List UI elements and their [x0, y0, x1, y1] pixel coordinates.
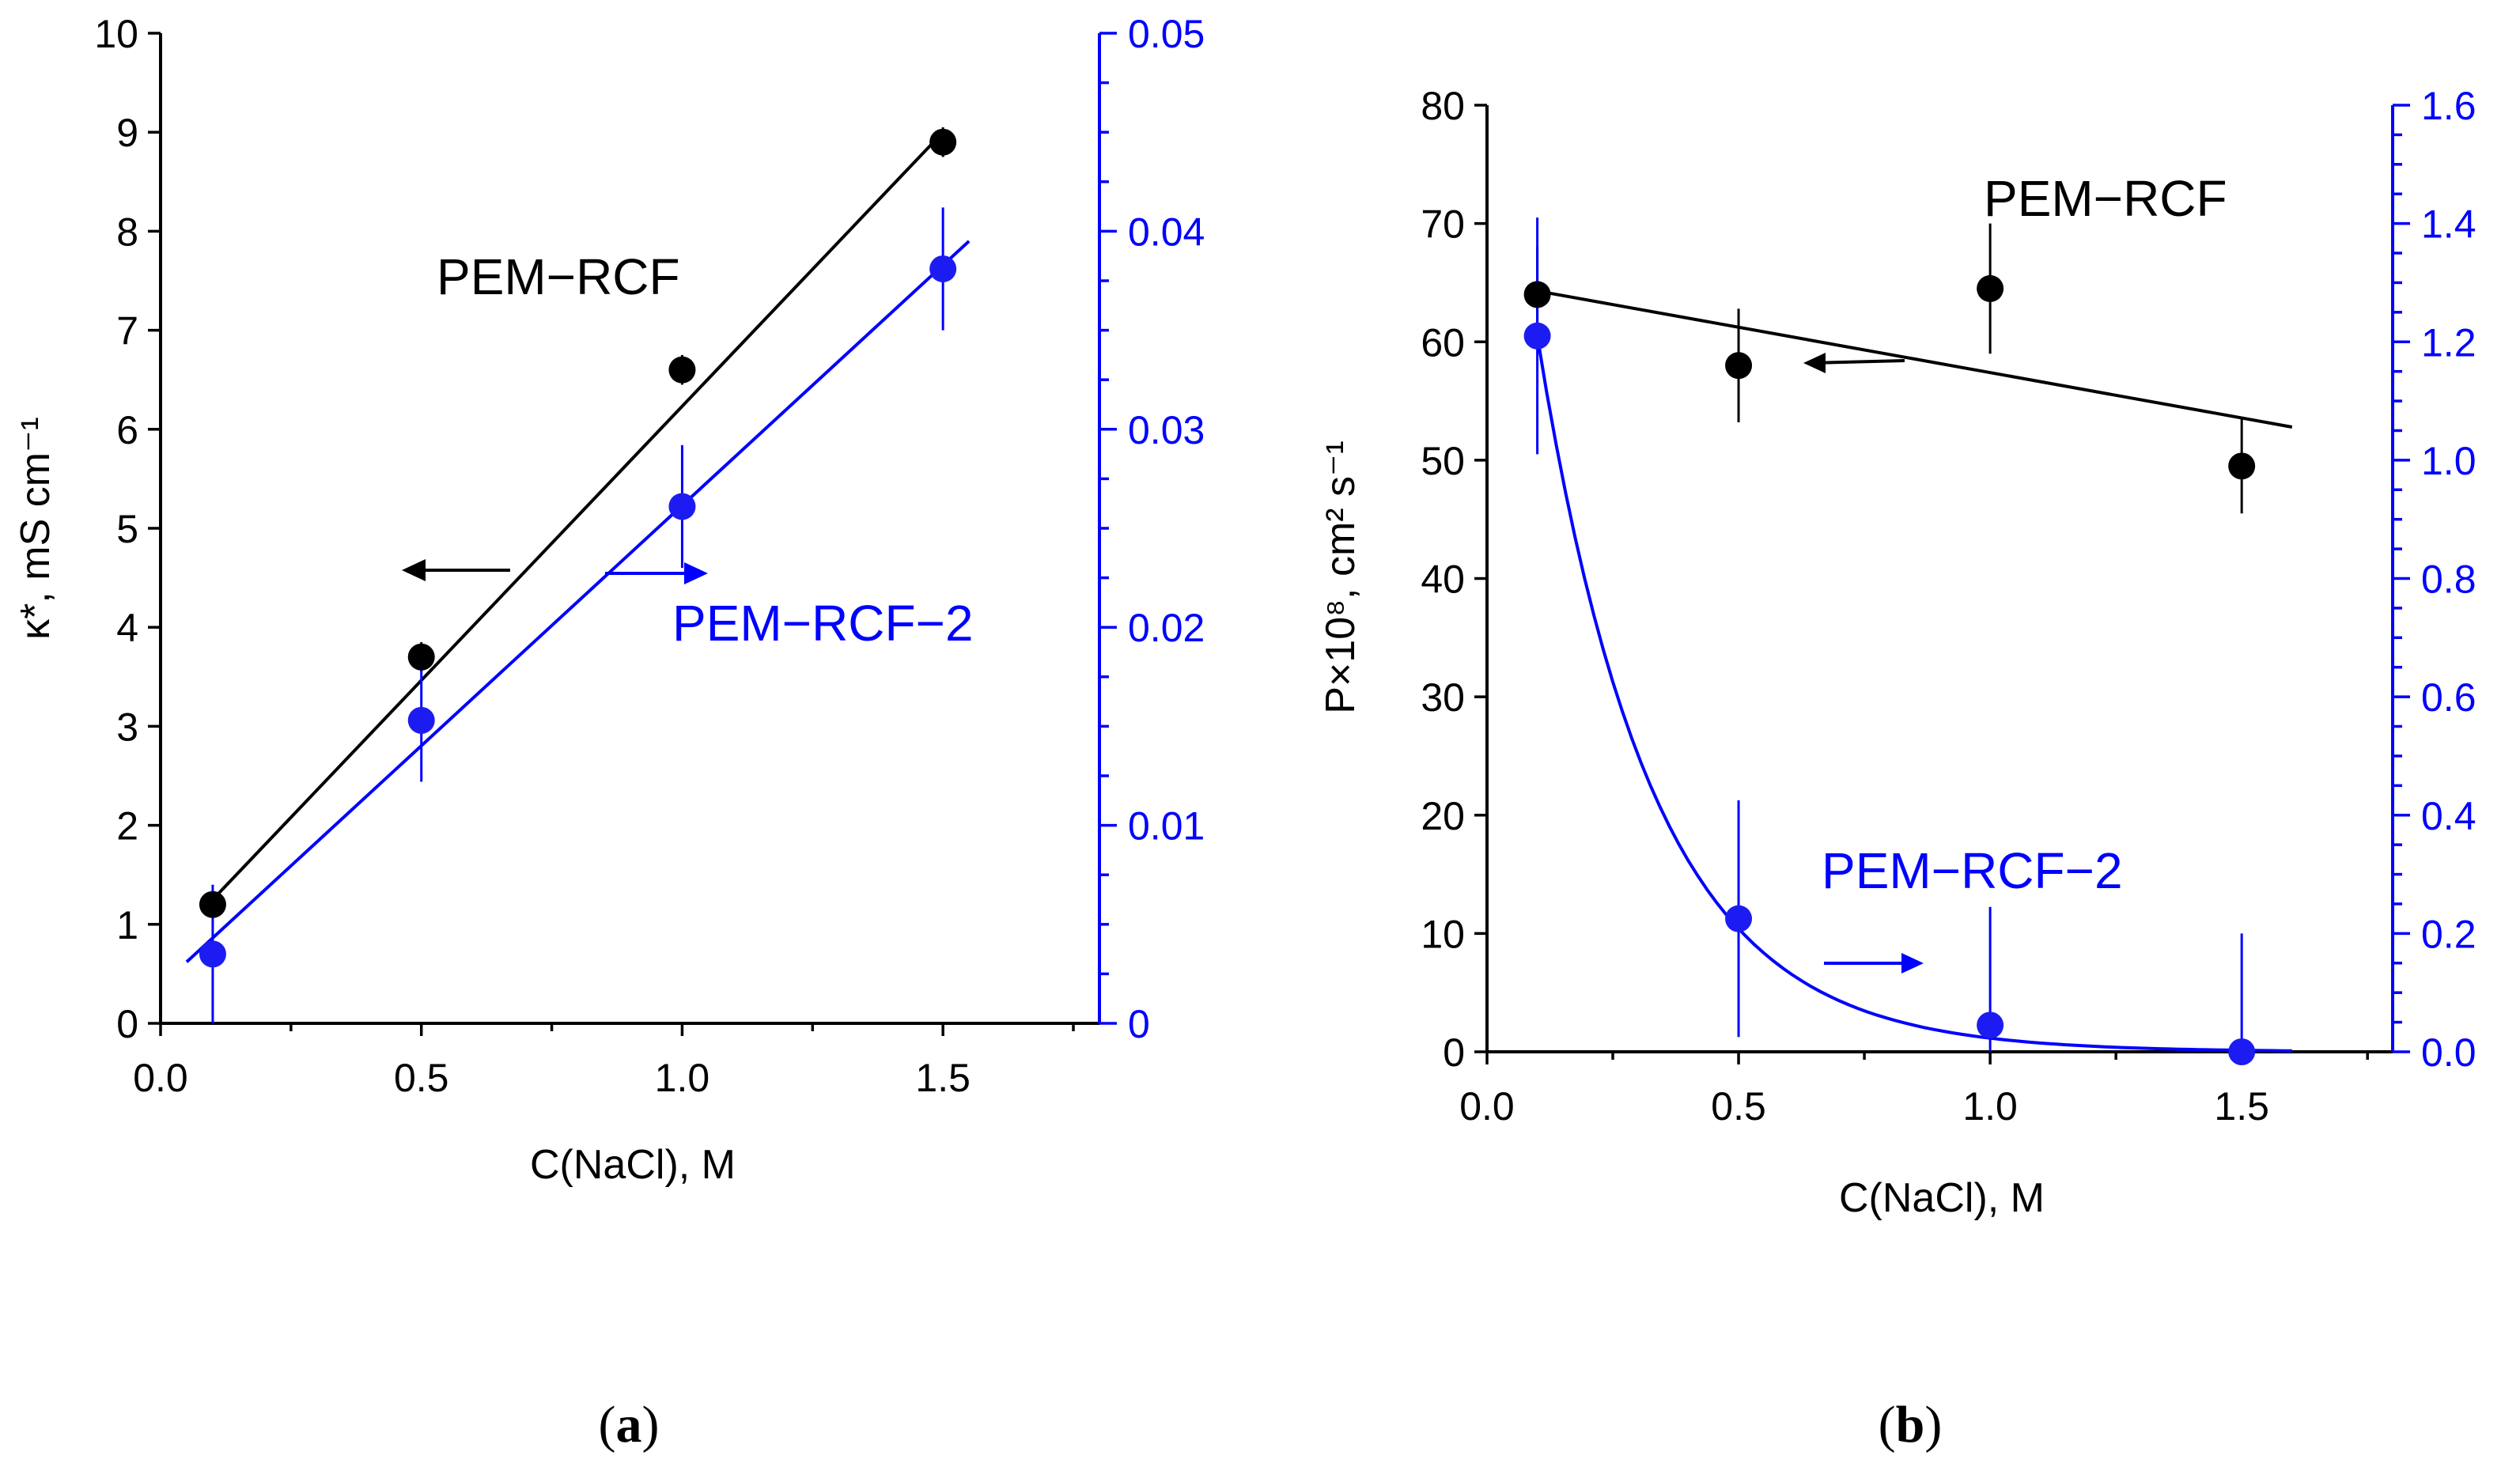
y-left-tick-label: 70	[1421, 202, 1465, 247]
panel-b-fit-lines	[1535, 289, 2293, 1053]
data-point	[929, 128, 957, 156]
panel-a-fit-lines	[185, 130, 971, 963]
y-left-tick-label: 3	[116, 705, 138, 749]
data-point	[2228, 1038, 2256, 1065]
y-left-tick-label: 0	[1443, 1030, 1465, 1075]
panel-a-xlabel: C(NaCl), M	[530, 1142, 736, 1188]
y-left-tick-label: 5	[116, 507, 138, 551]
data-point	[668, 493, 696, 520]
y-right-tick-label: 1.6	[2421, 84, 2476, 128]
y-left-tick-label: 4	[116, 606, 138, 650]
x-tick-label: 1.0	[655, 1056, 710, 1100]
y-left-tick-label: 40	[1421, 558, 1465, 602]
panel-b-ylabel: P×10⁸, cm² s⁻¹	[1318, 440, 1364, 714]
y-left-tick-label: 60	[1421, 320, 1465, 365]
panel-b-xlabel: C(NaCl), M	[1839, 1175, 2045, 1221]
panel-a-arrow-right	[605, 562, 708, 584]
y-right-tick-label: 0.2	[2421, 912, 2476, 956]
data-point	[2228, 452, 2256, 480]
y-right-tick-label: 1.0	[2421, 439, 2476, 483]
y-left-tick-label: 7	[116, 309, 138, 354]
x-tick-label: 1.5	[2214, 1084, 2269, 1129]
panel-b-error-bars	[1536, 217, 2243, 1052]
panel-b-arrow-left	[1803, 353, 1905, 373]
x-tick-label: 0.0	[133, 1056, 188, 1100]
y-left-tick-label: 10	[94, 12, 138, 56]
fit-line-1	[185, 240, 971, 963]
data-point	[199, 890, 226, 918]
y-left-tick-label: 8	[116, 210, 138, 254]
y-right-tick-label: 1.2	[2421, 320, 2476, 365]
panel-b-label-pem-rcf-2: PEM−RCF−2	[1822, 842, 2123, 899]
fit-curve-1	[1535, 335, 2292, 1053]
fit-line-0	[211, 130, 944, 901]
data-point	[1725, 905, 1753, 932]
y-left-tick-label: 2	[116, 804, 138, 849]
panel-b-arrow-right	[1824, 953, 1924, 974]
x-tick-label: 1.5	[915, 1056, 971, 1100]
panel-a-caption: (a)	[599, 1396, 660, 1454]
y-left-tick-label: 20	[1421, 794, 1465, 838]
data-point	[199, 940, 226, 968]
data-point	[1977, 274, 2004, 302]
y-right-tick-label: 0.05	[1128, 12, 1205, 56]
panel-a-ticks: 0.0 0.5 1.0 1.5 0 1 2 3 4 5 6 7 8 9 10 0 0.01 0.02 0.03 0.0…	[94, 12, 1205, 1100]
y-left-tick-label: 0	[116, 1002, 138, 1046]
y-right-tick-label: 1.4	[2421, 202, 2476, 247]
panel-b-caption: (b)	[1879, 1396, 1943, 1454]
y-left-tick-label: 30	[1421, 675, 1465, 720]
data-point	[407, 706, 435, 734]
y-right-tick-label: 0.4	[2421, 794, 2476, 838]
y-right-tick-label: 0.02	[1128, 606, 1205, 650]
y-right-tick-label: 0.0	[2421, 1030, 2476, 1075]
data-point	[1523, 281, 1551, 308]
x-tick-label: 0.5	[1711, 1084, 1766, 1129]
y-right-tick-label: 0.6	[2421, 675, 2476, 720]
y-right-tick-label: 0.8	[2421, 558, 2476, 602]
data-point	[668, 356, 696, 384]
panel-a-label-pem-rcf-2: PEM−RCF−2	[672, 595, 974, 652]
y-left-tick-label: 9	[116, 111, 138, 155]
y-left-tick-label: 6	[116, 408, 138, 452]
y-left-tick-label: 50	[1421, 439, 1465, 483]
data-point	[407, 643, 435, 671]
y-left-tick-label: 10	[1421, 912, 1465, 956]
x-tick-label: 0.5	[394, 1056, 449, 1100]
panel-a-label-pem-rcf: PEM−RCF	[437, 248, 680, 305]
y-right-tick-label: 0.04	[1128, 210, 1205, 254]
panel-a-points	[199, 128, 957, 968]
fit-line-0	[1537, 289, 2293, 429]
y-right-tick-label: 0.01	[1128, 804, 1205, 849]
x-tick-label: 0.0	[1459, 1084, 1515, 1129]
data-point	[929, 255, 957, 282]
panel-b-points	[1523, 274, 2256, 1065]
data-point	[1977, 1011, 2004, 1039]
panel-a-arrow-left	[402, 559, 510, 581]
panel-b: 0.0 0.5 1.0 1.5 0 10 20 30 40 50 60 70 80 0.0 0.2 0.4 0.…	[1318, 84, 2476, 1454]
panel-a: 0.0 0.5 1.0 1.5 0 1 2 3 4 5 6 7 8 9 10 0 0.01 0.02 0.03 0.0…	[13, 12, 1205, 1454]
x-tick-label: 1.0	[1962, 1084, 2018, 1129]
panel-b-ticks: 0.0 0.5 1.0 1.5 0 10 20 30 40 50 60 70 80 0.0 0.2 0.4 0.…	[1421, 84, 2476, 1129]
y-left-tick-label: 80	[1421, 84, 1465, 128]
y-right-tick-label: 0.03	[1128, 408, 1205, 452]
y-left-tick-label: 1	[116, 903, 138, 947]
panel-a-ylabel: κ*, mS cm⁻¹	[13, 417, 59, 640]
data-point	[1523, 322, 1551, 350]
data-point	[1725, 352, 1753, 380]
y-right-tick-label: 0	[1128, 1002, 1150, 1046]
panel-b-label-pem-rcf: PEM−RCF	[1984, 170, 2227, 227]
